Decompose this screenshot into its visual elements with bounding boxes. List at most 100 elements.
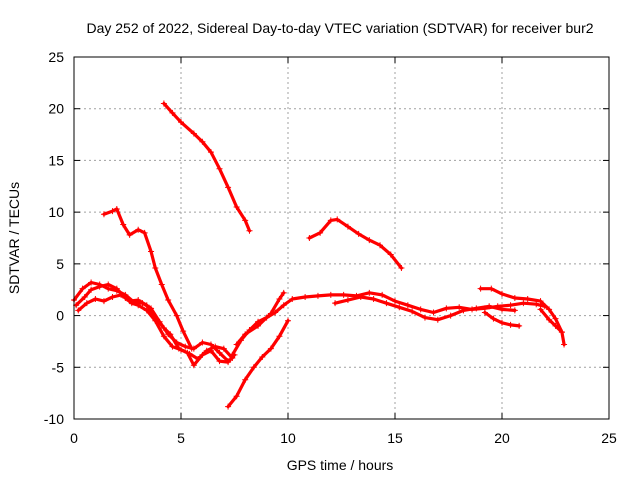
x-tick-label: 5 bbox=[177, 430, 185, 446]
data-point bbox=[81, 293, 88, 300]
data-point bbox=[421, 314, 428, 321]
data-point bbox=[280, 289, 287, 296]
data-point bbox=[141, 229, 148, 236]
data-point bbox=[225, 403, 232, 410]
data-point bbox=[180, 328, 187, 335]
data-point bbox=[148, 248, 155, 255]
data-point bbox=[105, 285, 112, 292]
data-point bbox=[357, 293, 364, 300]
data-point bbox=[379, 291, 386, 298]
data-point bbox=[199, 351, 206, 358]
data-point bbox=[404, 302, 411, 309]
data-point bbox=[229, 351, 236, 358]
data-point bbox=[306, 235, 313, 241]
data-point bbox=[546, 316, 553, 323]
data-point bbox=[280, 302, 287, 309]
data-point bbox=[75, 307, 82, 314]
data-point bbox=[409, 308, 416, 315]
series-arc-c bbox=[306, 216, 405, 271]
data-point bbox=[207, 347, 214, 354]
data-point bbox=[182, 343, 189, 350]
data-point bbox=[552, 315, 559, 322]
data-point bbox=[216, 165, 223, 172]
data-point bbox=[499, 319, 505, 326]
data-point bbox=[165, 297, 172, 304]
data-point bbox=[377, 242, 384, 249]
data-point bbox=[126, 298, 133, 305]
series-arc-i bbox=[233, 289, 287, 348]
data-point bbox=[434, 316, 441, 323]
data-point bbox=[477, 285, 484, 292]
data-point bbox=[120, 221, 127, 228]
data-point bbox=[447, 312, 454, 319]
data-point bbox=[430, 309, 437, 316]
data-point bbox=[289, 296, 296, 303]
data-point bbox=[216, 358, 223, 365]
x-tick-label: 25 bbox=[601, 430, 617, 446]
series-arc-f bbox=[75, 291, 238, 369]
data-point bbox=[370, 296, 377, 303]
data-point bbox=[537, 298, 544, 305]
series-line bbox=[479, 287, 566, 347]
series-arc-a bbox=[160, 100, 253, 234]
data-point bbox=[113, 206, 120, 213]
data-point bbox=[344, 223, 351, 230]
series-arc-j bbox=[332, 293, 518, 323]
data-point bbox=[327, 217, 334, 224]
data-point bbox=[242, 331, 249, 338]
y-tick-label: 25 bbox=[48, 49, 64, 65]
data-point bbox=[561, 341, 568, 348]
data-point bbox=[152, 264, 159, 271]
data-point bbox=[96, 281, 103, 288]
data-point bbox=[524, 296, 531, 303]
data-point bbox=[327, 291, 334, 298]
data-point bbox=[173, 312, 180, 319]
data-point bbox=[190, 130, 197, 137]
data-point bbox=[83, 300, 90, 307]
series-arc-l bbox=[481, 309, 523, 329]
data-point bbox=[276, 296, 283, 303]
data-point bbox=[233, 341, 240, 348]
data-point bbox=[392, 298, 398, 305]
data-point bbox=[366, 289, 373, 296]
data-point bbox=[520, 300, 527, 307]
data-point bbox=[199, 339, 206, 346]
x-tick-label: 20 bbox=[494, 430, 510, 446]
data-point bbox=[398, 264, 405, 271]
x-tick-label: 15 bbox=[387, 430, 403, 446]
series-line bbox=[226, 319, 290, 409]
data-point bbox=[255, 322, 262, 329]
data-point bbox=[184, 349, 191, 356]
data-point bbox=[100, 211, 107, 218]
y-tick-label: 10 bbox=[48, 204, 64, 220]
chart-title: Day 252 of 2022, Sidereal Day-to-day VTE… bbox=[86, 20, 593, 36]
data-point bbox=[396, 304, 403, 311]
y-tick-label: 20 bbox=[48, 101, 64, 117]
data-point bbox=[92, 296, 99, 303]
y-axis-label: SDTVAR / TECUs bbox=[6, 182, 22, 294]
data-point bbox=[169, 109, 176, 116]
data-point bbox=[178, 119, 184, 126]
data-point bbox=[499, 306, 505, 313]
data-point bbox=[334, 216, 341, 223]
series-line bbox=[235, 291, 286, 347]
data-point bbox=[207, 341, 214, 348]
data-point bbox=[473, 305, 480, 312]
data-point bbox=[340, 291, 347, 298]
data-point bbox=[302, 293, 309, 300]
data-point bbox=[160, 324, 167, 331]
data-point bbox=[267, 310, 274, 317]
data-point bbox=[355, 230, 362, 237]
data-point bbox=[143, 302, 150, 309]
data-point bbox=[158, 281, 165, 288]
data-point bbox=[481, 309, 488, 316]
data-point bbox=[79, 285, 86, 292]
data-point bbox=[314, 292, 321, 299]
data-point bbox=[460, 307, 467, 314]
data-point bbox=[537, 306, 544, 313]
data-point bbox=[160, 100, 167, 107]
data-point bbox=[507, 302, 514, 309]
data-point bbox=[233, 203, 240, 210]
series-line bbox=[76, 293, 237, 367]
